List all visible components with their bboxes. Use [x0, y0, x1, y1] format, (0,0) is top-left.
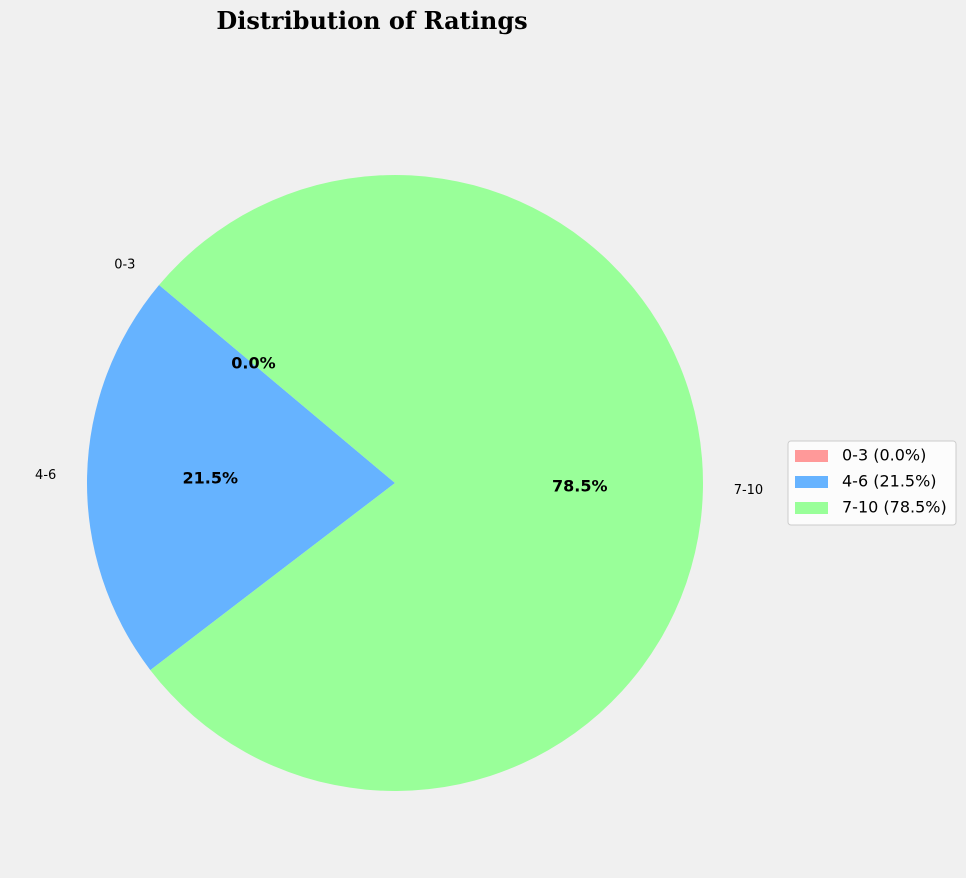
legend-swatch: [795, 502, 828, 514]
legend-swatch: [795, 450, 828, 462]
legend-swatch: [795, 476, 828, 488]
percent-label-4-6: 21.5%: [182, 468, 238, 487]
pie-slices: [87, 175, 704, 792]
legend-box: [787, 440, 957, 526]
legend-items: 0-3 (0.0%) 4-6 (21.5%) 7-10 (78.5%): [795, 446, 947, 517]
category-labels: 0-3 4-6 7-10: [35, 258, 763, 498]
percent-labels: 0.0% 21.5% 78.5%: [182, 354, 607, 496]
slice-label-4-6: 4-6: [35, 468, 56, 483]
pie-slice-7-10: [150, 175, 704, 792]
chart-title: Distribution of Ratings: [216, 6, 527, 35]
pie-slice-4-6: [87, 285, 395, 671]
slice-label-7-10: 7-10: [734, 483, 764, 498]
legend-entry: 0-3 (0.0%): [842, 446, 926, 465]
legend-entry: 4-6 (21.5%): [842, 472, 937, 491]
legend-entry: 7-10 (78.5%): [842, 498, 947, 517]
slice-label-0-3: 0-3: [114, 258, 135, 273]
legend: 0-3 (0.0%) 4-6 (21.5%) 7-10 (78.5%): [787, 440, 957, 526]
percent-label-7-10: 78.5%: [552, 477, 608, 496]
percent-label-0-3: 0.0%: [231, 354, 275, 373]
